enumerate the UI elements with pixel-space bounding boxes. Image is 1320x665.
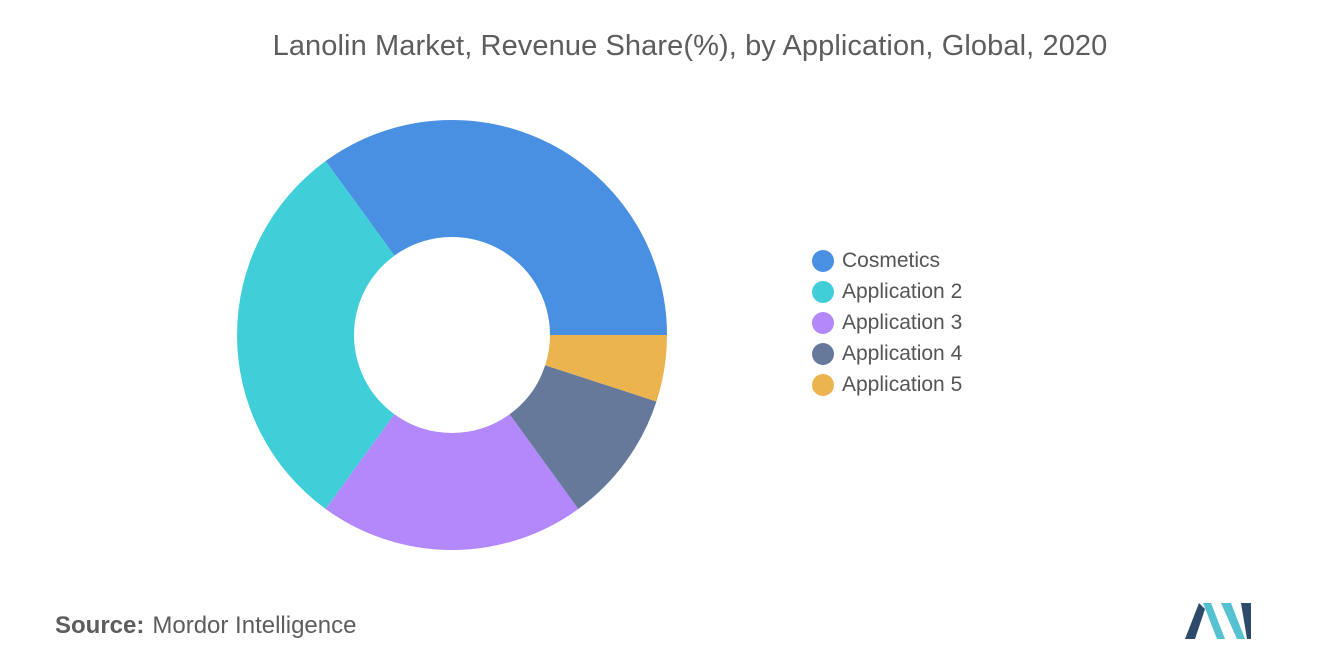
slice-cosmetics	[325, 119, 667, 336]
donut-chart	[236, 119, 667, 550]
legend-item: Application 5	[812, 369, 962, 400]
legend-label: Application 2	[842, 279, 963, 303]
legend-swatch	[812, 373, 834, 396]
chart-legend: Cosmetics Application 2 Application 3 Appli…	[812, 245, 962, 400]
source-label: Source:	[55, 612, 145, 639]
slice-application-4	[509, 365, 657, 509]
legend-label: Cosmetics	[842, 248, 941, 272]
chart-title: Lanolin Market, Revenue Share(%), by App…	[272, 30, 1108, 62]
source-note: Source: Mordor Intelligence	[55, 612, 356, 640]
slice-application-5	[545, 335, 667, 402]
legend-item: Application 2	[812, 276, 962, 307]
legend-label: Application 5	[842, 372, 963, 396]
slice-application-3	[325, 414, 579, 550]
legend-label: Application 3	[842, 310, 963, 334]
legend-swatch	[812, 280, 834, 303]
legend-label: Application 4	[842, 341, 963, 365]
source-text: Mordor Intelligence	[152, 612, 357, 639]
legend-item: Application 3	[812, 307, 962, 338]
slice-application-2	[236, 161, 395, 509]
legend-item: Cosmetics	[812, 245, 962, 276]
legend-swatch	[812, 311, 834, 334]
mordor-intelligence-logo-icon	[1185, 603, 1251, 639]
legend-swatch	[812, 342, 834, 365]
legend-swatch	[812, 249, 834, 272]
legend-item: Application 4	[812, 338, 962, 369]
